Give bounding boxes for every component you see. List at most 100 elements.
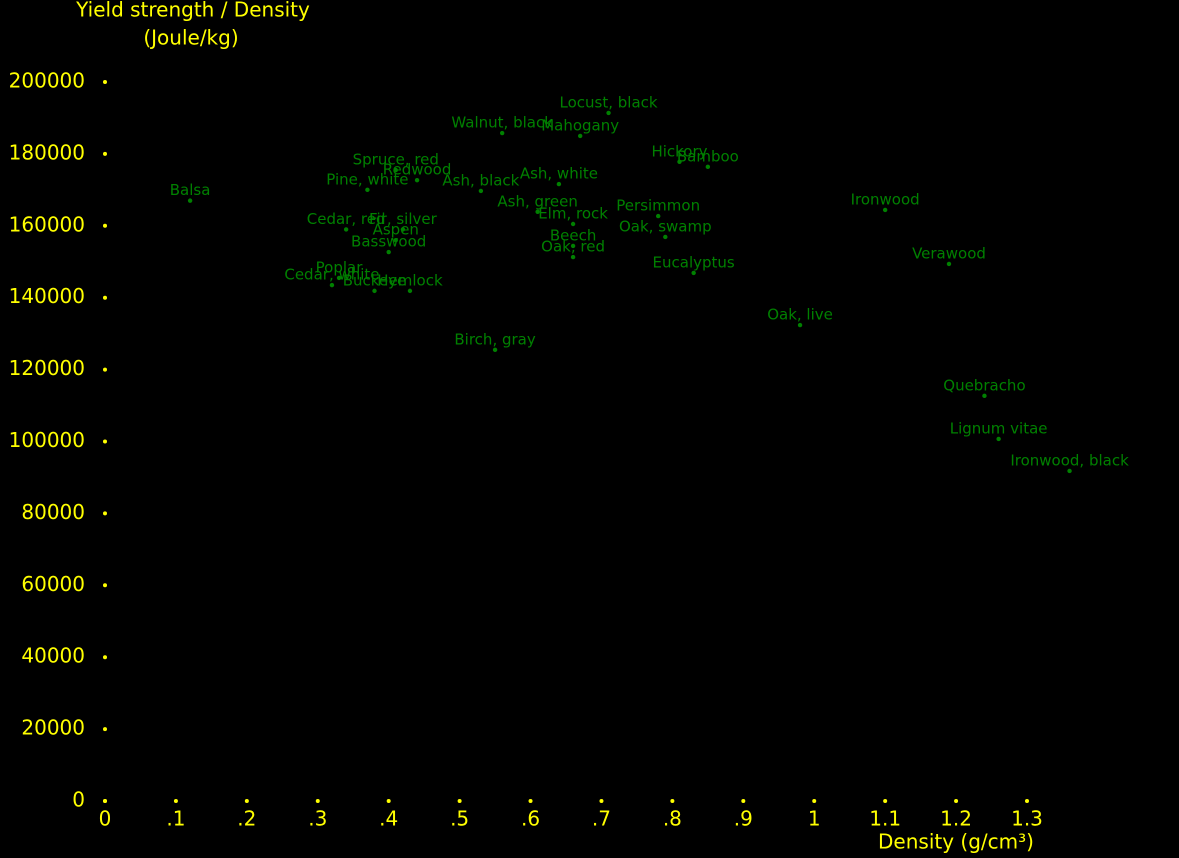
y-tick-mark xyxy=(103,295,107,300)
point-label: Oak, red xyxy=(541,238,605,256)
point-label: Fir, silver xyxy=(369,210,438,228)
y-tick-mark xyxy=(103,80,107,84)
point-label: Cedar, red xyxy=(307,210,386,228)
data-point xyxy=(705,164,711,170)
x-tick-mark xyxy=(103,799,107,803)
x-tick-label: .7 xyxy=(592,807,611,831)
x-tick-label: 1.2 xyxy=(940,807,972,831)
data-point xyxy=(393,237,398,243)
data-point xyxy=(386,249,391,255)
data-point xyxy=(393,167,398,173)
point-label: Beech xyxy=(550,226,597,244)
point-label: Hickory xyxy=(651,142,707,160)
data-point xyxy=(677,159,682,165)
x-tick-label: .8 xyxy=(663,807,682,831)
x-tick-mark xyxy=(670,799,675,803)
data-point xyxy=(982,393,987,399)
y-tick-label: 200000 xyxy=(9,69,85,93)
data-point xyxy=(663,234,668,240)
y-tick-label: 0 xyxy=(72,788,85,812)
data-point xyxy=(372,288,377,294)
data-point xyxy=(343,227,349,232)
point-label: Balsa xyxy=(170,181,211,199)
x-tick-label: 0 xyxy=(99,807,112,831)
point-label: Quebracho xyxy=(943,376,1025,394)
x-tick-mark xyxy=(528,799,533,803)
y-tick-mark xyxy=(103,655,107,660)
data-point xyxy=(656,213,661,219)
x-tick-label: .4 xyxy=(379,807,398,831)
x-tick-mark xyxy=(386,799,391,803)
data-point xyxy=(606,110,611,116)
point-label: Aspen xyxy=(373,221,419,239)
x-tick-label: 1.1 xyxy=(869,807,901,831)
point-label: Redwood xyxy=(383,161,452,179)
y-tick-mark xyxy=(103,439,107,444)
x-tick-label: .3 xyxy=(308,807,327,831)
point-label: Ash, white xyxy=(520,165,598,183)
x-tick-label: 1.3 xyxy=(1011,807,1043,831)
x-tick-label: .5 xyxy=(450,807,469,831)
data-point xyxy=(478,188,484,194)
point-label: Poplar xyxy=(316,258,364,276)
point-label: Buckeye xyxy=(343,271,407,289)
point-label: Pine, white xyxy=(326,170,408,188)
x-tick-label: .6 xyxy=(521,807,540,831)
data-point xyxy=(570,243,576,249)
x-tick-label: .9 xyxy=(734,807,753,831)
data-point xyxy=(329,282,335,288)
point-label: Ironwood, black xyxy=(1010,451,1129,469)
x-tick-label: 1 xyxy=(808,807,821,831)
y-tick-mark xyxy=(103,367,107,372)
x-tick-mark xyxy=(315,799,320,803)
y-tick-label: 120000 xyxy=(9,356,85,380)
y-tick-label: 60000 xyxy=(21,572,85,596)
y-tick-label: 20000 xyxy=(21,716,85,740)
data-point xyxy=(946,261,952,267)
data-point xyxy=(407,288,413,294)
y-tick-label: 40000 xyxy=(21,644,85,668)
point-label: Verawood xyxy=(912,244,986,262)
data-point xyxy=(882,207,888,213)
x-tick-label: .1 xyxy=(166,807,185,831)
data-point xyxy=(365,187,370,193)
data-point xyxy=(499,130,505,136)
data-point xyxy=(570,254,576,260)
y-axis-unit: (Joule/kg) xyxy=(143,26,238,50)
y-tick-mark xyxy=(103,727,107,732)
point-label: Birch, gray xyxy=(454,330,535,348)
data-point xyxy=(187,198,193,203)
y-tick-mark xyxy=(103,223,107,228)
data-point xyxy=(570,221,576,227)
x-tick-mark xyxy=(883,799,888,803)
point-label: Oak, live xyxy=(767,306,833,324)
point-label: Mahogany xyxy=(541,116,619,134)
data-point xyxy=(996,436,1001,442)
x-tick-mark xyxy=(741,799,746,803)
y-tick-mark xyxy=(103,151,107,156)
x-tick-mark xyxy=(457,799,462,803)
data-point xyxy=(797,322,803,328)
x-tick-mark xyxy=(954,799,959,803)
x-tick-mark xyxy=(812,799,817,803)
x-tick-mark xyxy=(244,799,249,803)
y-tick-label: 180000 xyxy=(9,140,85,164)
data-point xyxy=(535,209,540,214)
point-label: Oak, swamp xyxy=(619,217,712,235)
x-axis-title: Density (g/cm³) xyxy=(878,830,1034,854)
point-label: Elm, rock xyxy=(538,205,608,223)
point-label: Eucalyptus xyxy=(653,253,735,271)
point-label: Ironwood xyxy=(851,190,920,208)
y-tick-mark xyxy=(103,583,107,588)
data-point xyxy=(1067,468,1072,474)
data-point xyxy=(400,227,406,232)
y-tick-label: 100000 xyxy=(9,428,85,452)
y-tick-mark xyxy=(103,511,107,516)
x-tick-mark xyxy=(599,799,604,803)
x-tick-label: .2 xyxy=(237,807,256,831)
point-label: Ash, green xyxy=(497,192,577,210)
point-label: Walnut, black xyxy=(451,114,553,132)
data-point xyxy=(414,177,420,183)
y-axis-title: Yield strength / Density xyxy=(75,0,310,22)
